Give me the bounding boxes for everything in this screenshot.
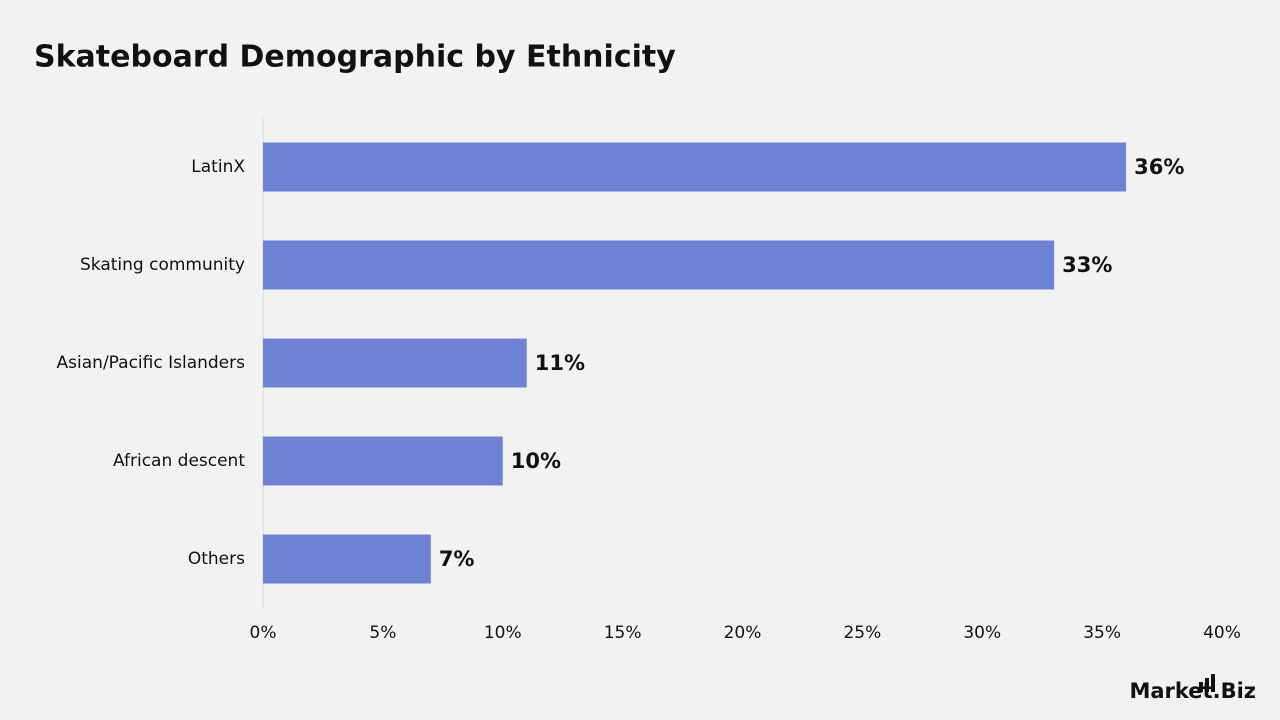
y-tick-label: LatinX (191, 157, 245, 177)
y-tick-label: African descent (113, 451, 245, 471)
x-tick-label: 10% (484, 623, 522, 643)
y-tick-label: Skating community (80, 255, 245, 275)
bar (263, 142, 1127, 192)
bar (263, 534, 431, 584)
x-tick-label: 20% (724, 623, 762, 643)
x-tick-label: 25% (843, 623, 881, 643)
x-tick-label: 30% (963, 623, 1001, 643)
value-label: 10% (511, 449, 561, 473)
value-label: 33% (1062, 253, 1112, 277)
x-tick-label: 0% (250, 623, 277, 643)
brand-logo[interactable]: Market.Biz (1129, 679, 1256, 703)
x-tick-label: 5% (369, 623, 396, 643)
bar (263, 240, 1055, 290)
brand-icon (1199, 674, 1215, 692)
x-tick-label: 15% (604, 623, 642, 643)
value-label: 11% (535, 351, 585, 375)
y-tick-label: Others (188, 549, 245, 569)
x-tick-label: 35% (1083, 623, 1121, 643)
chart-title: Skateboard Demographic by Ethnicity (34, 40, 676, 75)
bar (263, 338, 527, 388)
x-tick-label: 40% (1203, 623, 1241, 643)
bar (263, 436, 503, 486)
value-label: 36% (1134, 155, 1184, 179)
y-tick-label: Asian/Pacific Islanders (57, 353, 246, 373)
value-label: 7% (439, 547, 475, 571)
